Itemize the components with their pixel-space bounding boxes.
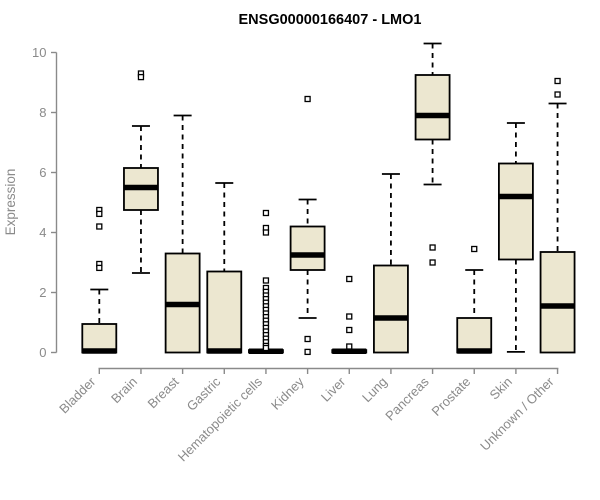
y-axis-label: Expression	[3, 169, 18, 236]
box	[206, 270, 243, 354]
outlier-point	[346, 313, 353, 320]
x-tick-label: Gastric	[184, 374, 224, 414]
outlier-point	[304, 348, 311, 356]
outlier-point	[471, 245, 478, 253]
x-tick-label: Skin	[487, 374, 515, 402]
y-tick-label: 8	[39, 105, 46, 120]
outlier-point	[346, 343, 353, 350]
box	[373, 264, 409, 354]
outlier-point	[262, 344, 270, 352]
x-tick-label: Brain	[108, 374, 140, 406]
y-tick-label: 4	[39, 225, 46, 240]
box	[497, 162, 534, 261]
y-tick-label: 6	[39, 165, 46, 180]
box	[81, 323, 118, 354]
outlier-point	[429, 244, 436, 251]
outlier-point	[262, 277, 270, 284]
outlier-point	[346, 326, 353, 334]
box	[289, 225, 326, 271]
x-tick-label: Lung	[359, 374, 390, 405]
outlier-point	[429, 259, 436, 266]
box	[456, 317, 493, 354]
outlier-point	[262, 229, 270, 236]
y-tick-label: 0	[39, 345, 46, 360]
chart-title: ENSG00000166407 - LMO1	[239, 12, 422, 28]
x-tick-label: Unknown / Other	[477, 374, 557, 454]
outlier-point	[304, 95, 311, 103]
outlier-point	[96, 210, 103, 218]
outlier-point	[137, 73, 145, 81]
outlier-point	[96, 223, 103, 230]
y-tick-label: 10	[32, 45, 46, 60]
x-tick-label: Pancreas	[382, 374, 432, 424]
x-tick-label: Kidney	[268, 374, 307, 413]
outlier-point	[554, 77, 561, 85]
x-tick-label: Bladder	[56, 374, 99, 417]
box	[539, 251, 576, 354]
box	[414, 74, 451, 141]
x-tick-label: Breast	[145, 374, 182, 411]
x-tick-label: Prostate	[429, 374, 474, 419]
outlier-point	[554, 91, 561, 98]
y-tick-label: 2	[39, 285, 46, 300]
outlier-point	[262, 209, 270, 217]
outlier-point	[304, 335, 311, 343]
x-tick-label: Liver	[318, 374, 349, 405]
outlier-point	[96, 264, 103, 272]
outlier-point	[346, 275, 353, 283]
